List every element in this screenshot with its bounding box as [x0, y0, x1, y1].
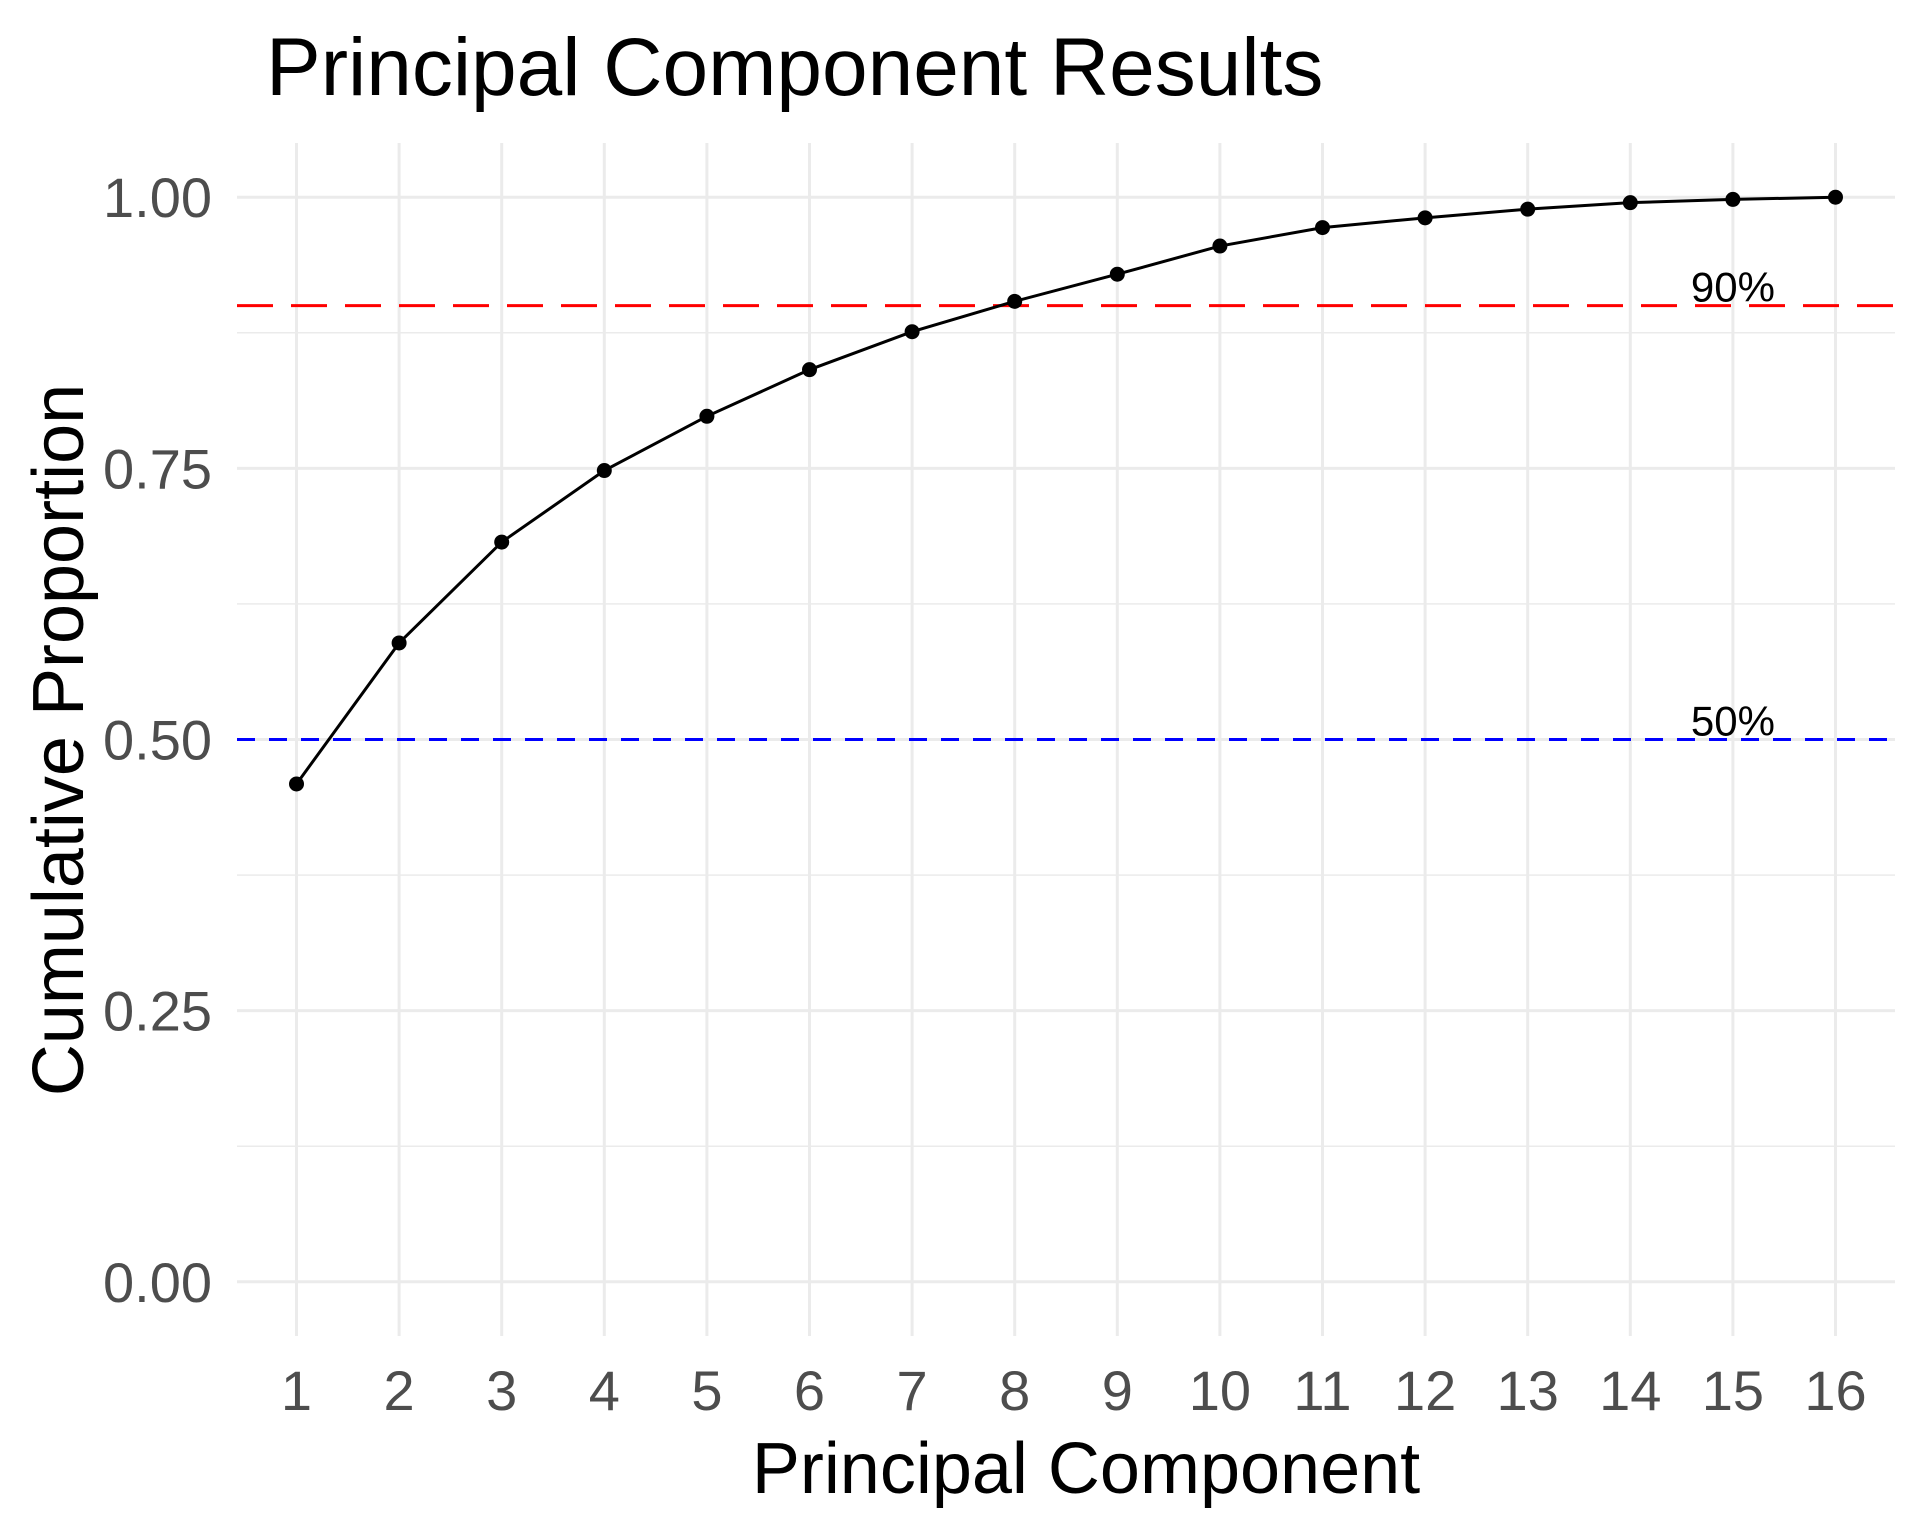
y-tick-label: 0.50 [103, 709, 212, 772]
x-tick-label: 1 [281, 1359, 312, 1422]
data-point [1417, 210, 1433, 226]
y-tick-label: 0.00 [103, 1251, 212, 1314]
data-point [1109, 266, 1125, 282]
x-tick-label: 16 [1804, 1359, 1866, 1422]
data-point [596, 463, 612, 479]
data-point [1314, 220, 1330, 236]
data-point [1827, 189, 1843, 205]
x-tick-label: 12 [1394, 1359, 1456, 1422]
chart-title: Principal Component Results [266, 22, 1323, 113]
x-tick-label: 4 [589, 1359, 620, 1422]
data-point [699, 408, 715, 424]
x-tick-label: 11 [1293, 1359, 1351, 1422]
x-tick-label: 15 [1702, 1359, 1764, 1422]
reference-label: 50% [1691, 698, 1775, 745]
x-axis-title: Principal Component [752, 1429, 1420, 1509]
x-tick-label: 3 [486, 1359, 517, 1422]
reference-label: 90% [1691, 264, 1775, 311]
y-tick-label: 0.25 [103, 980, 212, 1043]
data-point [802, 362, 818, 378]
data-point [1520, 201, 1536, 217]
y-tick-labels: 0.00 0.25 0.50 0.75 1.00 [103, 166, 212, 1314]
x-tick-label: 2 [384, 1359, 415, 1422]
series [289, 189, 1843, 792]
y-axis-title: Cumulative Proportion [19, 384, 99, 1096]
data-point [494, 534, 510, 550]
data-point [1622, 195, 1638, 211]
data-point [1725, 191, 1741, 207]
data-point [1007, 293, 1023, 309]
data-point [1212, 238, 1228, 254]
x-tick-label: 14 [1599, 1359, 1661, 1422]
x-tick-label: 10 [1189, 1359, 1251, 1422]
x-tick-label: 5 [691, 1359, 722, 1422]
series-line [295, 195, 1836, 785]
y-tick-label: 0.75 [103, 437, 212, 500]
data-point [289, 776, 305, 792]
data-point [904, 324, 920, 340]
x-tick-label: 13 [1497, 1359, 1559, 1422]
x-tick-labels: 1 2 3 4 5 6 7 8 9 10 11 12 13 14 15 16 [281, 1359, 1867, 1422]
y-tick-label: 1.00 [103, 166, 212, 229]
data-point [391, 635, 407, 651]
x-tick-label: 9 [1102, 1359, 1133, 1422]
x-tick-label: 8 [999, 1359, 1030, 1422]
x-tick-label: 6 [794, 1359, 825, 1422]
reference-lines: 90% 50% [237, 264, 1895, 745]
x-tick-label: 7 [897, 1359, 928, 1422]
